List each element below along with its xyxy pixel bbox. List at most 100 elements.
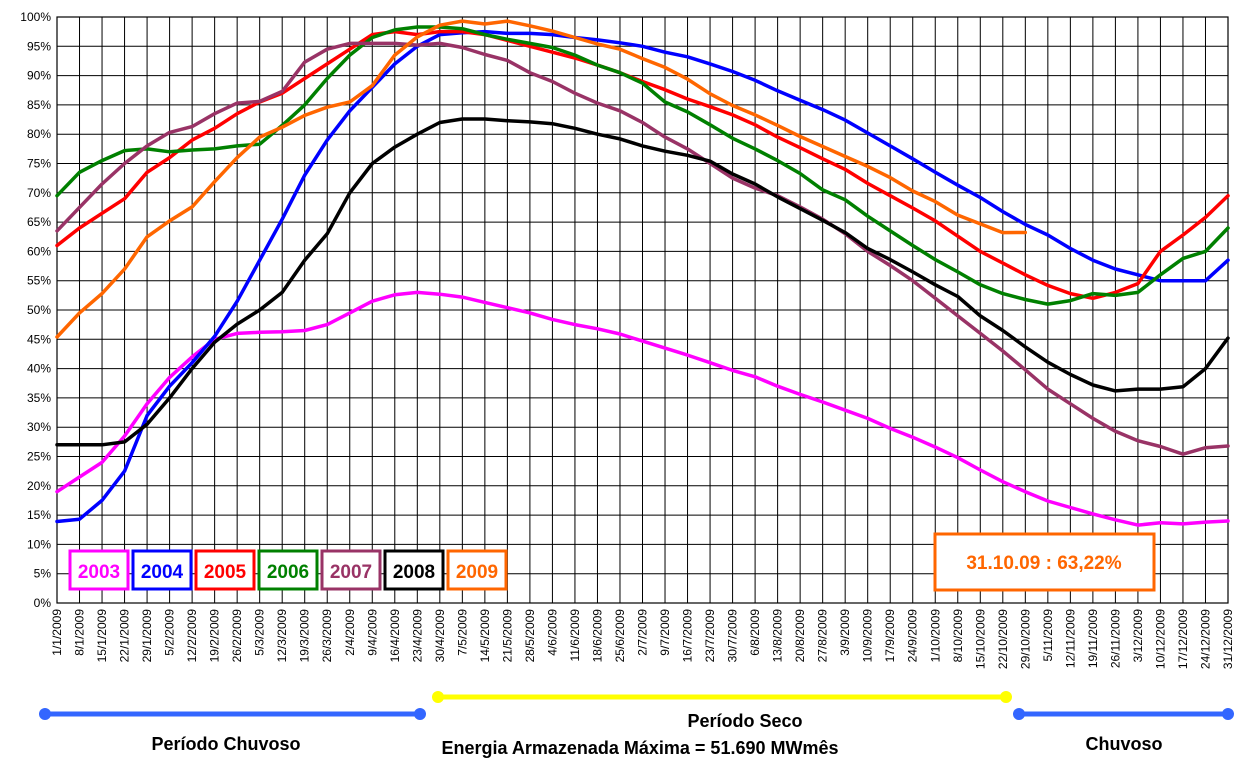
series-line-2008 <box>55 117 1230 447</box>
legend-item-2007 <box>320 549 382 591</box>
chart-grid <box>56 16 1229 604</box>
x-tick-label: 20/8/2009 <box>793 609 807 663</box>
legend-label: 2004 <box>141 562 184 583</box>
y-tick-label: 100% <box>20 10 51 24</box>
x-tick-label: 24/12/2009 <box>1198 609 1212 669</box>
x-tick-label: 7/5/2009 <box>455 609 469 656</box>
x-tick-label: 6/8/2009 <box>748 609 762 656</box>
rainy-period-label: Período Chuvoso <box>151 734 300 754</box>
y-tick-label: 10% <box>27 537 51 551</box>
x-tick-label: 28/5/2009 <box>523 609 537 663</box>
legend-label: 2007 <box>330 562 372 583</box>
y-tick-label: 35% <box>27 391 51 405</box>
x-tick-label: 12/3/2009 <box>275 609 289 663</box>
x-tick-label: 2/4/2009 <box>343 609 357 656</box>
x-tick-label: 18/6/2009 <box>590 609 604 663</box>
x-tick-label: 3/9/2009 <box>838 609 852 656</box>
legend-label: 2003 <box>78 562 120 583</box>
x-tick-label: 10/12/2009 <box>1153 609 1167 669</box>
legend-label: 2009 <box>456 562 498 583</box>
x-tick-label: 17/12/2009 <box>1176 609 1190 669</box>
x-tick-label: 17/9/2009 <box>883 609 897 663</box>
x-tick-label: 11/6/2009 <box>568 609 582 662</box>
rainy-period-start-dot <box>39 708 51 720</box>
legend-item-2005 <box>194 549 256 591</box>
callout-frame <box>933 532 1156 592</box>
series-line-2004 <box>55 29 1230 524</box>
x-tick-label: 15/1/2009 <box>95 609 109 663</box>
x-tick-label: 1/10/2009 <box>928 609 942 663</box>
x-tick-label: 8/10/2009 <box>951 609 965 663</box>
x-tick-label: 10/9/2009 <box>861 609 875 663</box>
x-tick-label: 12/11/2009 <box>1063 609 1077 668</box>
y-tick-label: 50% <box>27 303 51 317</box>
x-tick-label: 3/12/2009 <box>1131 609 1145 663</box>
y-tick-label: 60% <box>27 244 51 258</box>
x-tick-label: 14/5/2009 <box>478 609 492 663</box>
dry-period-start-dot <box>432 691 444 703</box>
x-tick-label: 25/6/2009 <box>613 609 627 663</box>
x-tick-label: 29/1/2009 <box>140 609 154 663</box>
y-tick-label: 30% <box>27 420 51 434</box>
y-tick-label: 20% <box>27 479 51 493</box>
x-tick-label: 21/5/2009 <box>500 609 514 663</box>
x-tick-label: 19/11/2009 <box>1086 609 1100 668</box>
y-axis-ticks: 0% 5% 10% 15% 20% 25% 30% 35% 40% 45% 50% 55% 60% 65%… <box>20 10 51 610</box>
legend-item-2004 <box>131 549 193 591</box>
x-tick-label: 27/8/2009 <box>816 609 830 663</box>
x-tick-label: 16/7/2009 <box>681 609 695 663</box>
legend-item-2009 <box>446 549 508 591</box>
period-bars: Período Chuvoso Período Seco Energia Arm… <box>39 691 1234 758</box>
x-tick-label: 5/3/2009 <box>253 609 267 656</box>
x-tick-label: 30/4/2009 <box>433 609 447 663</box>
rainy-period-2-end-dot <box>1222 708 1234 720</box>
x-tick-label: 23/4/2009 <box>410 609 424 663</box>
rainy-period-2-start-dot <box>1013 708 1025 720</box>
x-tick-label: 12/2/2009 <box>185 609 199 663</box>
y-tick-label: 75% <box>27 157 51 171</box>
x-tick-label: 5/11/2009 <box>1041 609 1055 662</box>
rainy-period-2-label: Chuvoso <box>1085 734 1162 754</box>
legend-label: 2006 <box>267 562 309 583</box>
x-tick-label: 1/1/2009 <box>50 609 64 656</box>
x-tick-label: 19/3/2009 <box>298 609 312 663</box>
x-tick-label: 26/11/2009 <box>1108 609 1122 668</box>
x-tick-label: 8/1/2009 <box>73 609 87 656</box>
dry-period-end-dot <box>1000 691 1012 703</box>
x-tick-label: 4/6/2009 <box>545 609 559 656</box>
x-tick-label: 31/12/2009 <box>1221 609 1234 669</box>
dry-period-label: Período Seco <box>687 711 802 731</box>
y-tick-label: 90% <box>27 69 51 83</box>
legend: 2003 2004 2005 2006 2007 2008 2009 <box>68 549 508 591</box>
x-axis-ticks: 1/1/2009 8/1/2009 15/1/2009 22/1/2009 29/1/2… <box>50 609 1234 669</box>
y-tick-label: 70% <box>27 186 51 200</box>
rainy-period-end-dot <box>414 708 426 720</box>
y-tick-label: 45% <box>27 332 51 346</box>
y-tick-label: 0% <box>34 596 52 610</box>
series-line-2007 <box>55 41 1230 456</box>
x-tick-label: 23/7/2009 <box>703 609 717 663</box>
y-tick-label: 85% <box>27 98 51 112</box>
callout-box: 31.10.09 : 63,22% <box>933 532 1156 592</box>
y-tick-label: 15% <box>27 508 51 522</box>
x-tick-label: 13/8/2009 <box>771 609 785 663</box>
y-tick-label: 55% <box>27 274 51 288</box>
x-tick-label: 30/7/2009 <box>726 609 740 663</box>
series-line-2003 <box>55 290 1230 527</box>
series-line-2009 <box>55 19 1028 339</box>
x-tick-label: 9/7/2009 <box>658 609 672 656</box>
y-tick-label: 5% <box>34 567 52 581</box>
callout-text: 31.10.09 : 63,22% <box>966 553 1121 574</box>
max-energy-note: Energia Armazenada Máxima = 51.690 MWmês <box>441 738 838 758</box>
x-tick-label: 22/10/2009 <box>996 609 1010 669</box>
y-tick-label: 80% <box>27 127 51 141</box>
x-tick-label: 26/3/2009 <box>320 609 334 663</box>
y-tick-label: 95% <box>27 39 51 53</box>
x-tick-label: 9/4/2009 <box>365 609 379 656</box>
y-tick-label: 40% <box>27 362 51 376</box>
x-tick-label: 2/7/2009 <box>636 609 650 656</box>
legend-item-2006 <box>257 549 319 591</box>
x-tick-label: 16/4/2009 <box>388 609 402 663</box>
y-tick-label: 65% <box>27 215 51 229</box>
